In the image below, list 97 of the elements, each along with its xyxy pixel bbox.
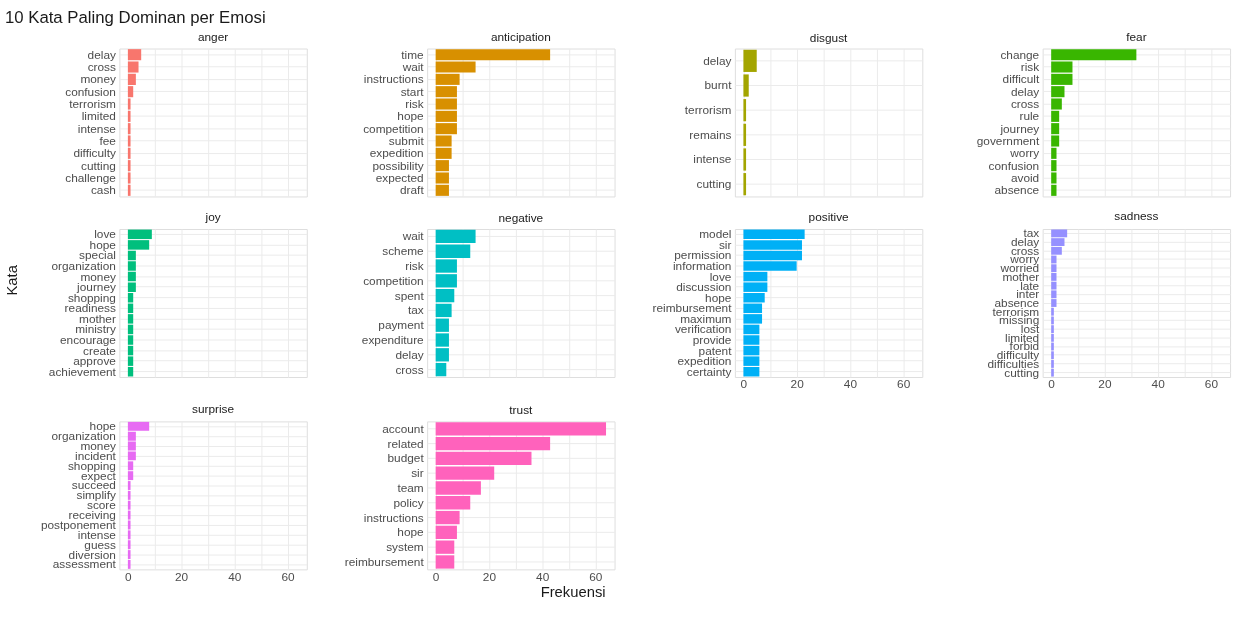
x-tick-label: 0 — [125, 569, 133, 584]
x-tick-label: 40 — [843, 377, 858, 392]
y-tick-label: burnt — [704, 78, 733, 93]
x-tick-label: 0 — [740, 377, 748, 392]
bar — [435, 510, 460, 525]
y-tick-label: tax — [407, 303, 424, 318]
y-tick-label: budget — [387, 451, 425, 466]
text: Frekuensi — [540, 583, 606, 600]
y-tick-label: reimbursement — [344, 554, 425, 569]
y-tick-label: account — [382, 421, 425, 436]
chart-title: anger — [197, 30, 229, 45]
y-tick-label: payment — [378, 318, 425, 333]
chart-title: surprise — [192, 402, 235, 417]
y-tick-label: wait — [401, 229, 425, 244]
x-tick-label: 20 — [175, 569, 189, 584]
y-tick-label: terrorism — [69, 96, 117, 111]
y-tick-label: cutting — [81, 158, 116, 173]
y-tick-label: confusion — [65, 84, 116, 99]
x-tick-label: 20 — [790, 377, 805, 392]
bar — [435, 422, 607, 436]
y-tick-label: rule — [1019, 109, 1040, 124]
bar — [435, 362, 447, 377]
y-tick-label: love — [94, 227, 117, 242]
x-tick-label: 40 — [1151, 377, 1166, 392]
bar — [435, 229, 476, 244]
y-tick-label: start — [400, 84, 425, 99]
bar — [435, 303, 452, 318]
y-tick-label: instructions — [363, 510, 424, 525]
y-tick-label: submit — [388, 133, 425, 148]
y-tick-label: confusion — [988, 158, 1040, 173]
y-tick-label: avoid — [1010, 170, 1040, 185]
bar — [435, 525, 457, 540]
y-tick-label: spent — [394, 288, 425, 303]
y-tick-label: related — [387, 436, 424, 451]
y-tick-label: sir — [411, 466, 424, 481]
x-tick-label: 60 — [1204, 377, 1219, 392]
chart-title: positive — [808, 210, 850, 225]
y-tick-label: risk — [405, 96, 424, 111]
x-tick-label: 60 — [281, 569, 296, 584]
y-tick-label: competition — [363, 273, 424, 288]
y-tick-label: team — [397, 480, 424, 495]
x-tick-label: 0 — [1048, 377, 1056, 392]
y-tick-label: risk — [405, 258, 424, 273]
y-tick-label: delay — [703, 53, 732, 68]
chart-title: trust — [509, 403, 534, 418]
y-tick-label: worry — [1009, 146, 1040, 161]
y-tick-label: delay — [87, 47, 116, 62]
y-tick-label: time — [401, 47, 425, 62]
y-tick-label: change — [1000, 47, 1040, 62]
y-tick-label: difficult — [1002, 72, 1040, 87]
x-tick-label: 0 — [432, 569, 440, 584]
x-tick-label: 20 — [1098, 377, 1112, 392]
y-tick-label: expenditure — [361, 332, 425, 347]
x-tick-label: 40 — [228, 569, 242, 584]
y-tick-label: journey — [999, 121, 1040, 136]
y-tick-label: limited — [81, 109, 116, 124]
y-tick-label: cross — [395, 362, 424, 377]
y-tick-label: instructions — [363, 72, 424, 87]
y-tick-label: cutting — [696, 177, 732, 192]
y-tick-label: competition — [363, 121, 424, 136]
y-tick-label: intense — [77, 121, 117, 136]
y-tick-label: fee — [99, 133, 117, 148]
text: Kata — [3, 264, 20, 296]
y-tick-label: mother — [79, 311, 116, 326]
x-tick-label: 20 — [482, 569, 497, 584]
x-tick-label: 40 — [536, 569, 550, 584]
y-tick-label: scheme — [382, 244, 425, 259]
bar — [435, 436, 551, 451]
y-tick-label: money — [80, 439, 116, 453]
y-tick-label: remains — [689, 127, 732, 142]
chart-title: negative — [498, 211, 544, 226]
text: 10 Kata Paling Dominan per Emosi — [4, 8, 266, 28]
y-tick-label: system — [386, 540, 424, 555]
y-tick-label: delay — [395, 347, 424, 362]
y-tick-label: policy — [393, 495, 424, 510]
y-tick-label: hope — [397, 109, 425, 124]
x-tick-label: 60 — [589, 569, 603, 584]
chart-title: fear — [1126, 30, 1147, 45]
chart-title: joy — [204, 210, 221, 225]
y-tick-label: terrorism — [684, 103, 732, 118]
y-tick-label: absence — [994, 183, 1040, 198]
y-tick-label: difficulty — [73, 146, 116, 161]
y-tick-label: possibility — [372, 158, 424, 173]
y-tick-label: money — [80, 72, 116, 87]
chart-title: anticipation — [490, 30, 551, 45]
y-tick-label: intense — [693, 152, 732, 167]
y-tick-label: draft — [400, 183, 425, 198]
y-tick-label: cash — [90, 183, 116, 198]
chart-title: disgust — [809, 30, 849, 45]
bar — [435, 288, 455, 303]
x-tick-label: 60 — [897, 377, 911, 392]
bar — [435, 451, 532, 466]
y-tick-label: expedition — [369, 146, 424, 161]
y-tick-label: hope — [397, 525, 425, 540]
y-tick-label: delay — [1010, 84, 1040, 99]
y-tick-label: wait — [401, 59, 425, 74]
chart-title: sadness — [1114, 209, 1159, 224]
